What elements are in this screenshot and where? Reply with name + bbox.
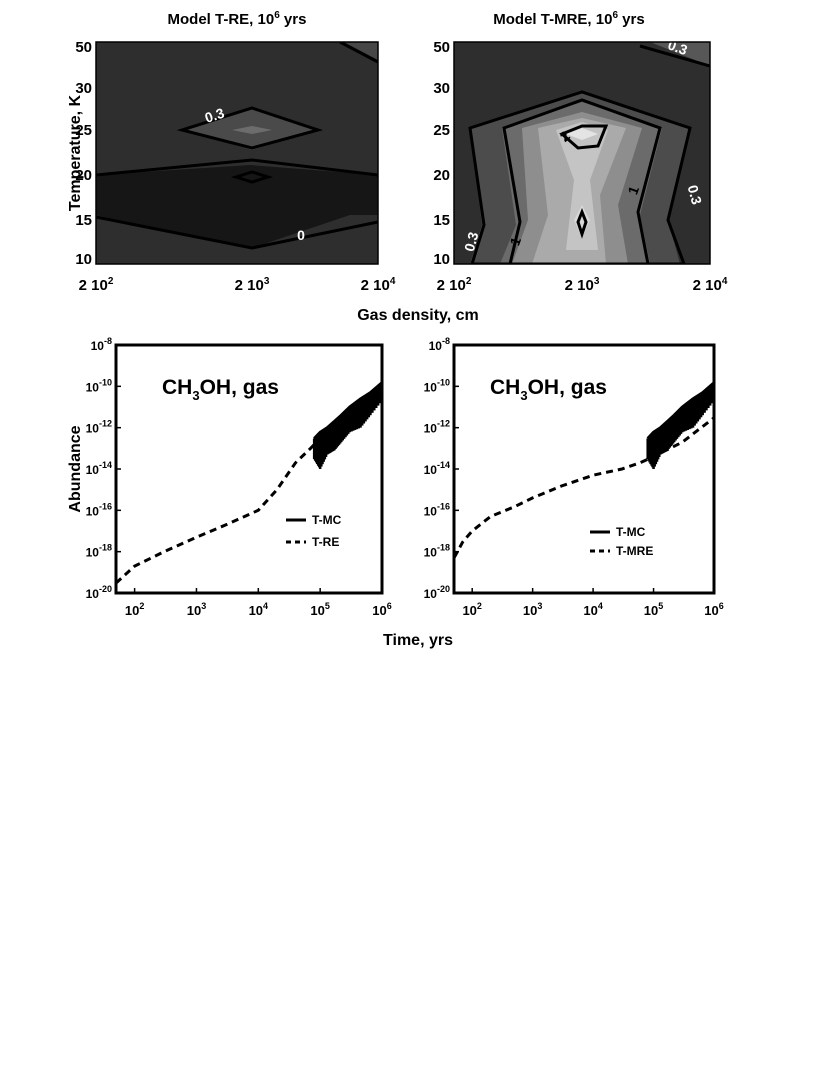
xtick-label: 105 xyxy=(310,601,329,618)
ytick-label: 10-12 xyxy=(424,419,450,436)
heatmap-t-mre-contour-label: 0.3 xyxy=(461,230,482,253)
time-xlabel: Time, yrs xyxy=(383,632,453,649)
heatmap-t-re-field: 0.3 0 xyxy=(96,42,378,264)
heatmap-t-mre-title: Model T-MRE, 106 yrs xyxy=(493,10,644,28)
heatmap-t-re-frame xyxy=(95,41,379,265)
ytick-label: 10-8 xyxy=(429,336,450,353)
ytick-label: 10-20 xyxy=(86,584,112,601)
heatmap-t-re-xtick: 2 102 xyxy=(79,276,114,294)
heatmap-t-mre-xtick: 2 103 xyxy=(565,276,600,294)
heatmap-t-mre-ytick: 15 xyxy=(433,212,450,229)
line-chart-right: CH3OH, gas 10-8 10-10 10-12 10-14 10-16 10-18… xyxy=(424,336,724,618)
heatmap-t-mre-ytick: 20 xyxy=(433,167,450,184)
line-left-frame xyxy=(114,343,384,595)
series-t-re xyxy=(116,385,382,585)
heatmap-t-mre-xtick: 2 102 xyxy=(437,276,472,294)
ytick-label: 10-18 xyxy=(86,543,112,560)
heatmap-t-re-x-ticks: 2 102 2 103 2 104 xyxy=(79,276,396,294)
heatmap-t-re-ytick: 20 xyxy=(75,167,92,184)
heatmap-t-re-contour-label-2: 0 xyxy=(297,227,305,243)
heatmap-t-re-ytick: 10 xyxy=(75,251,92,268)
xtick-label: 103 xyxy=(523,601,542,618)
heatmap-t-re-ytick: 30 xyxy=(75,80,92,97)
ytick-label: 10-14 xyxy=(86,460,112,477)
heatmap-t-mre-field: 0.3 2 1 0.3 0.3 1 xyxy=(454,42,710,264)
line-right-frame xyxy=(452,343,716,595)
xtick-label: 102 xyxy=(125,601,144,618)
heatmap-t-re-xtick: 2 104 xyxy=(361,276,396,294)
line-left-x-ticks: 102 103 104 105 106 xyxy=(125,588,392,618)
line-right-legend: T-MC T-MRE xyxy=(590,525,653,558)
ytick-label: 10-10 xyxy=(86,377,112,394)
ytick-label: 10-16 xyxy=(86,501,112,518)
xtick-label: 104 xyxy=(249,601,268,618)
density-xlabel: Gas density, cm xyxy=(357,307,479,324)
heatmap-t-mre-ytick: 25 xyxy=(433,122,450,139)
heatmap-t-re-contour-label-1: 0.3 xyxy=(203,105,227,126)
series-t-mre xyxy=(454,416,714,559)
heatmap-t-re-ytick: 25 xyxy=(75,122,92,139)
heatmap-t-mre-y-ticks: 50 30 25 20 15 10 xyxy=(433,39,450,268)
heatmap-t-mre-contour-label: 0.3 xyxy=(685,183,706,206)
heatmap-t-re-contour-03 xyxy=(176,106,324,150)
xtick-label: 105 xyxy=(644,601,663,618)
heatmap-t-mre-ytick: 30 xyxy=(433,80,450,97)
ytick-label: 10-8 xyxy=(91,336,112,353)
ytick-label: 10-16 xyxy=(424,501,450,518)
heatmap-t-re: Model T-RE, 106 yrs 0.3 0 50 30 25 xyxy=(67,10,396,294)
line-left-ylabel: Abundance xyxy=(67,425,84,512)
xtick-label: 106 xyxy=(372,601,391,618)
xtick-label: 106 xyxy=(704,601,723,618)
legend-label-t-mc: T-MC xyxy=(616,525,646,539)
heatmap-t-re-ylabel: Temperature, K xyxy=(67,94,84,211)
heatmap-t-re-ytick: 50 xyxy=(75,39,92,56)
line-right-y-ticks: 10-8 10-10 10-12 10-14 10-16 10-18 10-20 xyxy=(424,336,459,601)
heatmap-t-mre-contour-03 xyxy=(468,90,692,264)
line-chart-left: CH3OH, gas Abundance 10-8 10-10 10-12 10-14… xyxy=(67,336,392,618)
heatmap-t-mre-contour-2 xyxy=(559,124,609,150)
heatmap-t-re-ytick: 15 xyxy=(75,212,92,229)
heatmap-t-mre-contour-1 xyxy=(502,98,662,264)
heatmap-t-re-xtick: 2 103 xyxy=(235,276,270,294)
heatmap-t-mre: Model T-MRE, 106 yrs 0.3 2 1 0.3 xyxy=(433,10,728,294)
line-right-x-ticks: 102 103 104 105 106 xyxy=(462,588,724,618)
heatmap-t-mre-xtick: 2 104 xyxy=(693,276,728,294)
heatmap-t-mre-x-ticks: 2 102 2 103 2 104 xyxy=(437,276,728,294)
heatmap-t-re-contour-0 xyxy=(96,215,378,250)
line-left-annotation: CH3OH, gas xyxy=(162,376,279,403)
legend-label-t-mre: T-MRE xyxy=(616,544,653,558)
heatmap-t-mre-ytick: 50 xyxy=(433,39,450,56)
line-left-legend: T-MC T-RE xyxy=(286,513,342,549)
ytick-label: 10-12 xyxy=(86,419,112,436)
heatmap-t-mre-frame xyxy=(453,41,711,265)
ytick-label: 10-20 xyxy=(424,584,450,601)
xtick-label: 102 xyxy=(462,601,481,618)
line-left-y-ticks: 10-8 10-10 10-12 10-14 10-16 10-18 10-20 xyxy=(86,336,121,601)
heatmap-t-re-contour-1 xyxy=(96,158,378,177)
line-right-series xyxy=(454,381,714,559)
line-right-annotation: CH3OH, gas xyxy=(490,376,607,403)
heatmap-t-mre-ytick: 10 xyxy=(433,251,450,268)
heatmap-t-re-title: Model T-RE, 106 yrs xyxy=(168,10,307,28)
xtick-label: 104 xyxy=(583,601,602,618)
heatmap-t-re-y-ticks: 50 30 25 20 15 10 xyxy=(75,39,92,268)
xtick-label: 103 xyxy=(187,601,206,618)
ytick-label: 10-10 xyxy=(424,377,450,394)
ytick-label: 10-14 xyxy=(424,460,450,477)
ytick-label: 10-18 xyxy=(424,543,450,560)
line-left-series xyxy=(116,381,382,585)
legend-label-t-mc: T-MC xyxy=(312,513,342,527)
legend-label-t-re: T-RE xyxy=(312,535,339,549)
heatmap-t-re-dark-region xyxy=(96,165,378,248)
